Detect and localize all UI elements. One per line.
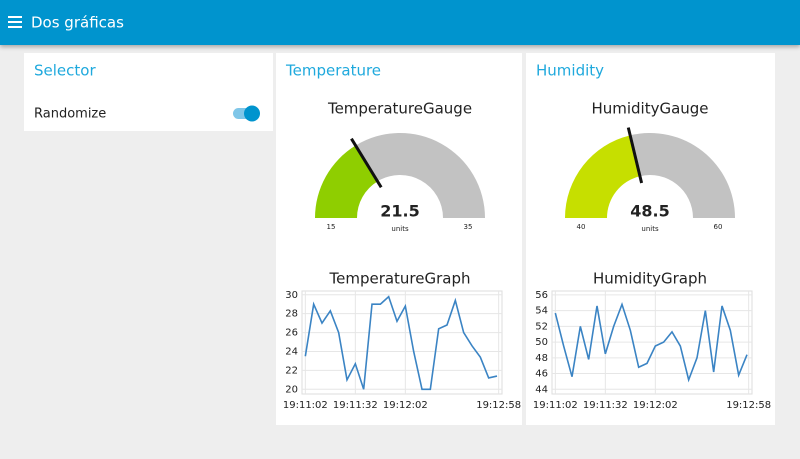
switch-label: Randomize <box>34 107 106 122</box>
card-title: Temperature <box>285 62 381 80</box>
x-tick-label: 19:12:58 <box>476 400 521 411</box>
toolbar <box>0 0 800 45</box>
card-title: Humidity <box>536 62 604 80</box>
gauge-fill <box>565 135 640 218</box>
x-tick-label: 19:12:02 <box>383 400 428 411</box>
gauge-min: 15 <box>327 223 336 231</box>
x-tick-label: 19:11:02 <box>533 400 578 411</box>
gauge-track <box>355 133 485 218</box>
gauge-needle <box>350 137 383 189</box>
toggle-switch[interactable] <box>233 105 260 122</box>
y-tick-label: 46 <box>535 369 548 380</box>
selector-card <box>24 53 273 131</box>
gauge-value: 21.5 <box>380 202 419 221</box>
graph-title: HumidityGraph <box>593 270 707 288</box>
toolbar-title: Dos gráficas <box>31 14 124 32</box>
graph-title: TemperatureGraph <box>328 270 470 288</box>
y-tick-label: 48 <box>535 353 548 364</box>
data-line <box>554 301 748 383</box>
gauge-title: HumidityGauge <box>591 100 708 118</box>
y-tick-label: 50 <box>535 337 548 348</box>
gauge-max: 60 <box>714 223 723 231</box>
card-title: Selector <box>34 62 96 80</box>
y-tick-label: 52 <box>535 321 548 332</box>
y-tick-label: 28 <box>285 309 298 320</box>
data-line <box>304 295 498 391</box>
y-tick-label: 30 <box>285 290 298 301</box>
gauge-fill <box>315 145 378 218</box>
gauge-units: units <box>391 225 409 233</box>
gauge-units: units <box>641 225 659 233</box>
gauge-max: 35 <box>464 223 473 231</box>
y-tick-label: 22 <box>285 365 298 376</box>
y-tick-label: 26 <box>285 328 298 339</box>
gauge-value: 48.5 <box>630 202 669 221</box>
x-tick-label: 19:11:32 <box>333 400 378 411</box>
plot-frame <box>301 290 503 395</box>
x-tick-label: 19:11:02 <box>283 400 328 411</box>
gauge-min: 40 <box>577 223 586 231</box>
y-tick-label: 20 <box>285 384 298 395</box>
gauge-title: TemperatureGauge <box>327 100 472 118</box>
temperature-card <box>276 53 522 425</box>
gauge-needle <box>626 127 644 184</box>
x-tick-label: 19:11:32 <box>583 400 628 411</box>
gauge-track <box>630 132 736 218</box>
x-tick-label: 19:12:02 <box>633 400 678 411</box>
x-tick-label: 19:12:58 <box>726 400 771 411</box>
switch-knob <box>244 105 260 122</box>
y-tick-label: 56 <box>535 290 548 301</box>
y-tick-label: 44 <box>535 384 548 395</box>
menu-icon[interactable] <box>8 16 22 28</box>
y-tick-label: 24 <box>285 346 298 357</box>
y-tick-label: 54 <box>535 306 548 317</box>
